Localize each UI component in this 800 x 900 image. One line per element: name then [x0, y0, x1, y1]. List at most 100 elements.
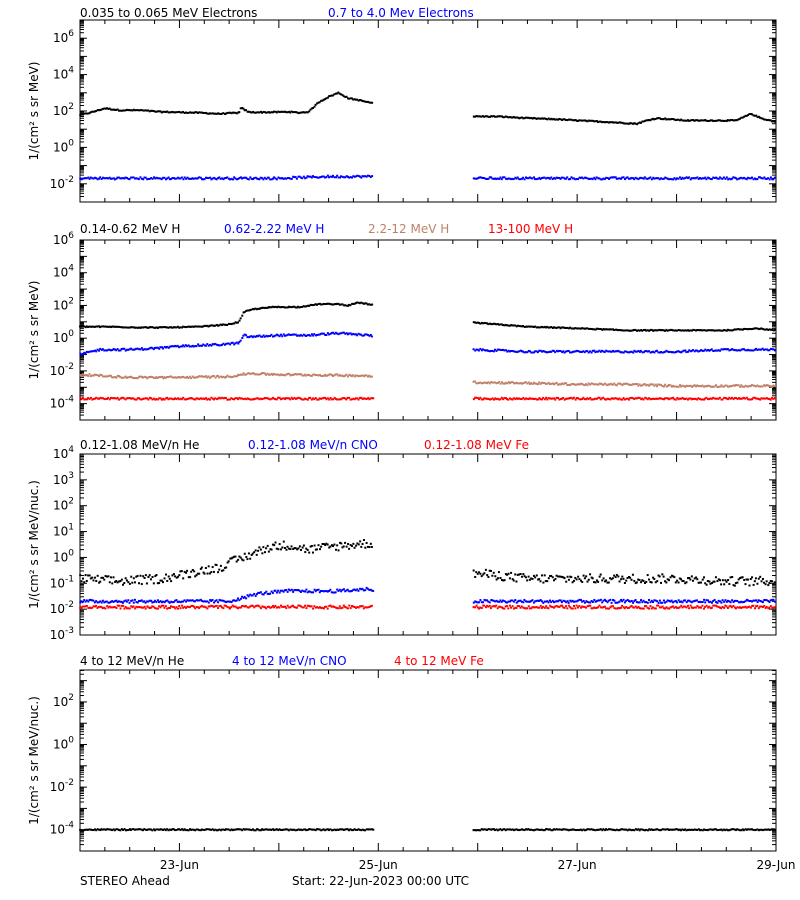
data-point — [763, 118, 766, 121]
data-point — [361, 605, 364, 608]
data-point — [357, 398, 360, 401]
data-point — [201, 325, 204, 328]
data-point — [744, 177, 747, 180]
data-point — [744, 583, 747, 586]
data-point — [338, 588, 341, 591]
data-point — [190, 345, 193, 348]
data-point — [709, 329, 712, 332]
data-point — [139, 599, 142, 602]
data-point — [661, 573, 664, 576]
data-point — [183, 599, 186, 602]
data-point — [732, 176, 735, 179]
data-point — [765, 328, 768, 331]
data-point — [247, 606, 250, 609]
data-point — [474, 575, 477, 578]
data-point — [265, 397, 268, 400]
data-point — [368, 588, 371, 591]
data-point — [160, 326, 163, 329]
data-point — [143, 326, 146, 329]
data-point — [299, 334, 302, 337]
data-point — [753, 607, 756, 610]
data-point — [625, 599, 628, 602]
data-point — [688, 599, 691, 602]
data-point — [650, 398, 653, 401]
data-point — [114, 325, 117, 328]
data-point — [664, 580, 667, 583]
data-point — [511, 324, 514, 327]
data-point — [126, 177, 129, 180]
data-point — [527, 600, 530, 603]
data-point — [218, 396, 221, 399]
data-point — [257, 591, 260, 594]
data-point — [732, 384, 735, 387]
data-point — [207, 325, 210, 328]
data-point — [615, 573, 618, 576]
data-point — [265, 607, 268, 610]
data-point — [720, 398, 723, 401]
data-point — [120, 578, 123, 581]
data-point — [720, 329, 723, 332]
data-point — [745, 598, 748, 601]
data-point — [480, 601, 483, 604]
data-point — [539, 580, 542, 583]
data-point — [498, 323, 501, 326]
y-tick-label: 10-2 — [50, 175, 74, 191]
data-point — [670, 397, 673, 400]
data-point — [330, 374, 333, 377]
data-point — [716, 349, 719, 352]
data-point — [329, 604, 332, 607]
data-point — [144, 828, 147, 831]
data-point — [361, 587, 364, 590]
data-point — [134, 607, 137, 610]
data-point — [186, 375, 189, 378]
data-point — [155, 110, 158, 113]
data-point — [618, 397, 621, 400]
data-point — [103, 177, 106, 180]
data-point — [288, 110, 291, 113]
data-point — [768, 384, 771, 387]
data-point — [91, 398, 94, 401]
data-point — [692, 119, 695, 122]
data-point — [684, 599, 687, 602]
data-point — [672, 178, 675, 181]
data-point — [92, 605, 95, 608]
data-point — [474, 396, 477, 399]
data-point — [170, 605, 173, 608]
data-point — [623, 607, 626, 610]
data-point — [665, 328, 668, 331]
data-point — [152, 601, 155, 604]
y-tick-label: 10-3 — [50, 626, 74, 642]
data-point — [545, 351, 548, 354]
data-point — [585, 398, 588, 401]
data-point — [291, 398, 294, 401]
data-point — [203, 112, 206, 115]
data-point — [171, 376, 174, 379]
data-point — [577, 350, 580, 353]
data-point — [724, 384, 727, 387]
data-point — [562, 396, 565, 399]
data-point — [475, 604, 478, 607]
data-point — [198, 607, 201, 610]
data-point — [274, 334, 277, 337]
data-point — [301, 546, 304, 549]
data-point — [98, 177, 101, 180]
data-point — [147, 828, 150, 831]
y-tick-label: 100 — [53, 736, 74, 752]
data-point — [522, 573, 525, 576]
data-point — [709, 385, 712, 388]
data-point — [524, 576, 527, 579]
data-point — [116, 374, 119, 377]
data-point — [182, 325, 185, 328]
data-point — [155, 601, 158, 604]
data-point — [282, 306, 285, 309]
data-point — [241, 595, 244, 598]
data-point — [538, 349, 541, 352]
data-point — [230, 323, 233, 326]
data-point — [81, 177, 84, 180]
data-point — [499, 323, 502, 326]
data-point — [621, 384, 624, 387]
data-point — [649, 605, 652, 608]
data-point — [749, 385, 752, 388]
data-point — [735, 119, 738, 122]
data-point — [164, 600, 167, 603]
